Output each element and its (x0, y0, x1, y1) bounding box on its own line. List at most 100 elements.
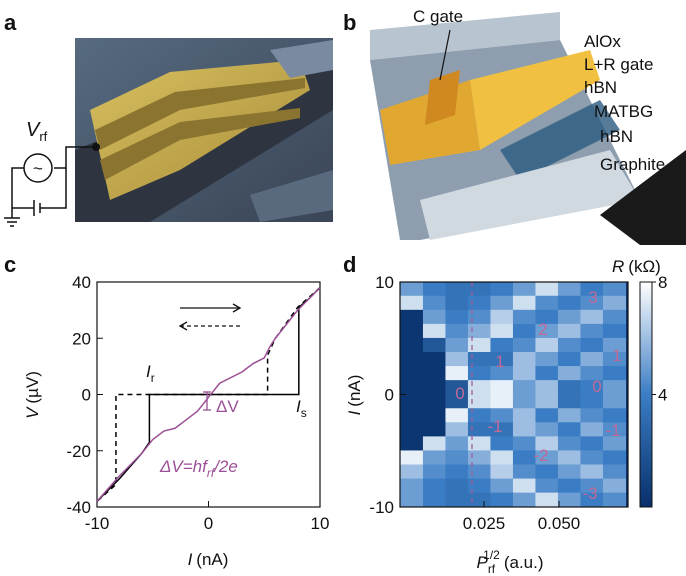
heatmap-cell (490, 493, 513, 508)
heatmap-cell (400, 479, 423, 494)
y-tick-label: 20 (72, 329, 91, 348)
formula-lhs: ΔV=hf (159, 457, 209, 476)
heatmap-cell (603, 310, 626, 325)
y-tick-label: -20 (66, 442, 91, 461)
heatmap-cell (558, 352, 581, 367)
source-label: Vrf (26, 119, 48, 144)
unit: (nA) (345, 375, 364, 407)
unit: (kΩ) (628, 257, 661, 276)
x-axis-label: Prf1/2(a.u.) (476, 548, 543, 576)
sweep-arrows (180, 304, 240, 330)
heatmap-cell (558, 338, 581, 353)
heatmap-cell (603, 479, 626, 494)
heatmap-cell (558, 422, 581, 437)
heatmap-cell (535, 338, 558, 353)
heatmap-cell (400, 296, 423, 311)
sem-image (75, 38, 333, 222)
source-sign: ~ (33, 159, 43, 178)
unit: (a.u.) (504, 553, 544, 572)
heatmap-cell (445, 422, 468, 437)
x-tick-label: 0.025 (463, 514, 506, 533)
step-label: 3 (588, 288, 597, 307)
heatmap-cell (535, 408, 558, 423)
heatmap-cell (400, 352, 423, 367)
unit: (µV) (23, 371, 42, 403)
heatmap-cell (490, 338, 513, 353)
panel-label: c (4, 252, 16, 277)
heatmap-cell (423, 436, 446, 451)
formula-rhs: /2e (213, 457, 238, 476)
heatmap-cell (580, 465, 603, 480)
heatmap-cell (603, 282, 626, 297)
heatmap-cell (445, 493, 468, 508)
heatmap-cell (513, 465, 536, 480)
heatmap-cell (445, 310, 468, 325)
heatmap-cell (535, 422, 558, 437)
heatmap-cell (445, 338, 468, 353)
heatmap-cell (445, 450, 468, 465)
panel-label: b (343, 10, 356, 35)
heatmap-cell (513, 422, 536, 437)
heatmap-cell (558, 366, 581, 381)
heatmap-cell (535, 296, 558, 311)
heatmap-cell (580, 352, 603, 367)
superscript: 1/2 (483, 548, 500, 562)
heatmap-cell (535, 394, 558, 409)
formula: ΔV=hfrf/2e (159, 457, 238, 480)
step-label: 1 (612, 346, 621, 365)
subscript: s (301, 406, 307, 420)
heatmap-cell (603, 465, 626, 480)
heatmap-cell (535, 366, 558, 381)
heatmap-cell (445, 465, 468, 480)
heatmap-cell (400, 394, 423, 409)
panel-label: d (343, 252, 356, 277)
annotation: ΔV (216, 397, 239, 416)
heatmap-cell (558, 450, 581, 465)
heatmap-cell (445, 366, 468, 381)
heatmap-cell (603, 394, 626, 409)
heatmap-cell (400, 450, 423, 465)
heatmap-cell (580, 436, 603, 451)
heatmap-cell (603, 296, 626, 311)
heatmap-cell (580, 324, 603, 339)
layer-label: hBN (600, 127, 633, 146)
device-schematic (370, 12, 686, 245)
layer-label: hBN (584, 78, 617, 97)
heatmap-cell (423, 366, 446, 381)
heatmap-cell (603, 380, 626, 395)
unit: (nA) (196, 550, 228, 569)
heatmap-cell (490, 394, 513, 409)
heatmap-cell (400, 282, 423, 297)
heatmap-cell (513, 338, 536, 353)
heatmap-cell (513, 479, 536, 494)
heatmap-cell (423, 422, 446, 437)
layer-label: C gate (413, 7, 463, 26)
colorbar (640, 282, 652, 507)
heatmap-cell (423, 394, 446, 409)
x-tick-label: 10 (311, 514, 330, 533)
step-label: -1 (487, 417, 502, 436)
symbol: I (345, 410, 364, 415)
heatmap-cell (558, 282, 581, 297)
heatmap-cell (490, 465, 513, 480)
step-label: 0 (592, 377, 601, 396)
subscript: r (151, 371, 155, 385)
heatmap-cell (603, 366, 626, 381)
heatmap-cell (558, 380, 581, 395)
y-tick-label: -40 (66, 498, 91, 517)
y-tick-label: 40 (72, 273, 91, 292)
x-tick-label: 0 (204, 514, 213, 533)
heatmap-cell (423, 493, 446, 508)
x-axis-label: I(nA) (188, 550, 229, 569)
panel-label: a (4, 10, 17, 35)
y-axis-label: V(µV) (23, 371, 42, 419)
layer-label: AlOx (584, 32, 621, 51)
heatmap-cell (423, 310, 446, 325)
colorbar-label: R(kΩ) (612, 257, 661, 276)
subscript: rf (488, 562, 496, 576)
heatmap-cell (400, 493, 423, 508)
heatmap-cell (603, 324, 626, 339)
y-tick-label: 10 (375, 273, 394, 292)
heatmap-cell (535, 479, 558, 494)
heatmap-cell (558, 310, 581, 325)
